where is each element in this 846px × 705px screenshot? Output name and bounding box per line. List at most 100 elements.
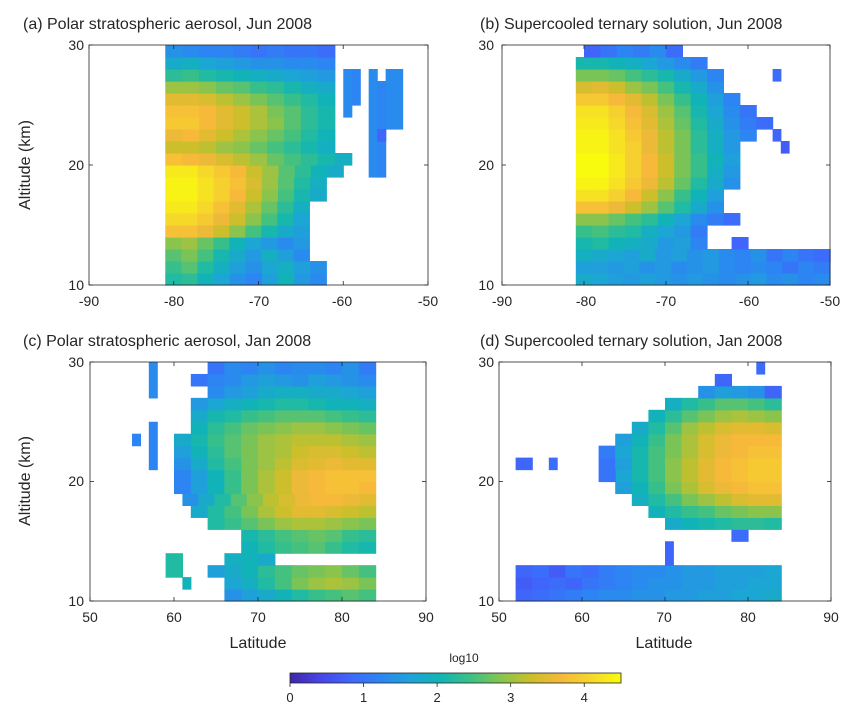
heatmap-cell [308, 529, 326, 542]
heatmap-cell [241, 553, 259, 566]
heatmap-cell [698, 445, 716, 459]
heatmap-cell [291, 577, 309, 590]
heatmap-cell [216, 93, 234, 106]
heatmap-cell [750, 273, 768, 286]
heatmap-cell [174, 457, 192, 471]
heatmap-cell [592, 129, 610, 142]
colorbar-tick-2: 2 [433, 690, 440, 705]
heatmap-cell [181, 273, 199, 286]
heatmap-cell [229, 237, 246, 250]
panel-a-xtick-5: -50 [418, 293, 438, 309]
heatmap-cell [714, 433, 732, 447]
heatmap-cell [197, 201, 214, 214]
heatmap-cell [608, 201, 626, 214]
heatmap-cell [216, 69, 234, 82]
heatmap-cell [714, 481, 732, 495]
heatmap-cell [764, 397, 782, 411]
heatmap-cell [216, 105, 234, 118]
heatmap-cell [261, 249, 278, 262]
heatmap-cell [308, 541, 326, 554]
heatmap-cell [325, 529, 343, 542]
heatmap-cell [229, 261, 247, 274]
heatmap-cell [608, 141, 626, 154]
heatmap-cell [714, 409, 732, 423]
heatmap-cell [674, 105, 692, 118]
heatmap-cell [731, 505, 749, 518]
heatmap-cell [308, 433, 326, 447]
heatmap-cell [325, 362, 343, 375]
heatmap-cell [190, 397, 209, 411]
heatmap-cell [342, 529, 360, 542]
heatmap-cell [224, 362, 242, 375]
heatmap-cell [182, 117, 200, 130]
heatmap-cell [615, 445, 633, 459]
heatmap-cell [258, 409, 276, 423]
heatmap-cell [241, 457, 259, 471]
heatmap-cell [681, 421, 699, 435]
heatmap-cell [608, 105, 626, 118]
heatmap-cell [274, 565, 293, 578]
panel-c-ylabel: Altitude (km) [17, 436, 34, 526]
heatmap-cell [199, 141, 217, 154]
heatmap-cell [325, 409, 343, 423]
heatmap-cell [165, 57, 183, 70]
heatmap-cell [207, 385, 225, 399]
heatmap-cell [515, 589, 533, 602]
heatmap-cell [665, 457, 683, 471]
heatmap-cell [690, 225, 708, 238]
panel-d-xtick-5: 90 [823, 609, 839, 625]
heatmap-cell [764, 469, 782, 483]
heatmap-cell [592, 69, 610, 82]
heatmap-cell [342, 409, 360, 423]
heatmap-cell [714, 589, 732, 602]
heatmap-cell [648, 421, 666, 435]
heatmap-cell [681, 589, 699, 602]
heatmap-cell [250, 141, 268, 154]
heatmap-cell [782, 261, 799, 274]
heatmap-cell [565, 577, 583, 590]
heatmap-cell [731, 397, 749, 411]
heatmap-cell [241, 505, 259, 518]
heatmap-cell [731, 493, 749, 506]
panel-b-axes [501, 44, 831, 286]
heatmap-cell [723, 117, 741, 130]
heatmap-cell [631, 577, 649, 590]
heatmap-cell [182, 45, 200, 58]
heatmap-cell [325, 505, 343, 518]
heatmap-cell [199, 153, 217, 166]
heatmap-cell [258, 433, 276, 447]
heatmap-cell [674, 153, 692, 166]
heatmap-cell [657, 81, 675, 94]
panel-d-ytick-2: 20 [478, 473, 494, 489]
heatmap-cell [592, 225, 610, 238]
heatmap-cell [358, 517, 377, 530]
heatmap-cell [165, 81, 183, 94]
heatmap-cell [165, 177, 182, 190]
heatmap-cell [592, 93, 610, 106]
heatmap-cell [592, 153, 610, 166]
heatmap-cell [575, 225, 593, 238]
heatmap-cell [625, 57, 642, 70]
heatmap-cell [308, 469, 326, 483]
heatmap-cell [690, 57, 708, 70]
heatmap-cell [310, 261, 327, 274]
heatmap-cell [197, 165, 215, 178]
heatmap-cell [631, 433, 649, 447]
panel-a-heatmap [165, 45, 404, 286]
heatmap-cell [698, 469, 716, 483]
heatmap-cell [358, 445, 377, 459]
panel-b-ytick-1: 10 [478, 277, 494, 293]
heatmap-cell [266, 45, 285, 58]
heatmap-cell [241, 421, 259, 435]
heatmap-cell [300, 57, 319, 70]
heatmap-cell [311, 493, 328, 506]
heatmap-cell [548, 589, 566, 602]
heatmap-cell [608, 225, 626, 238]
heatmap-cell [233, 81, 251, 94]
heatmap-cell [734, 273, 752, 286]
heatmap-cell [224, 397, 242, 411]
heatmap-cell [813, 249, 831, 262]
heatmap-cell [731, 385, 749, 399]
panel-c-ytick-2: 20 [68, 473, 84, 489]
heatmap-cell [266, 93, 285, 106]
